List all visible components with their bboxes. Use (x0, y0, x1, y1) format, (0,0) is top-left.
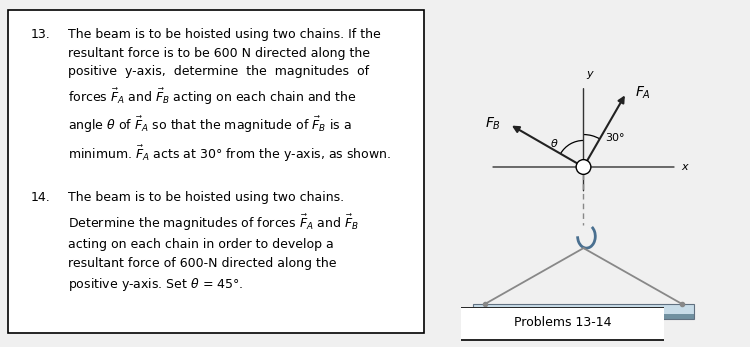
Bar (473, 304, 694, 314)
Text: The beam is to be hoisted using two chains.
Determine the magnitudes of forces $: The beam is to be hoisted using two chai… (68, 191, 359, 294)
Text: y: y (586, 68, 593, 78)
Bar (473, 304, 694, 319)
FancyBboxPatch shape (8, 10, 424, 333)
Text: 30°: 30° (605, 133, 625, 143)
Text: $F_B$: $F_B$ (484, 116, 500, 133)
Circle shape (576, 160, 591, 175)
Bar (473, 314, 694, 319)
Text: 13.: 13. (31, 28, 50, 41)
FancyBboxPatch shape (455, 307, 670, 340)
Text: $\theta$: $\theta$ (550, 137, 559, 149)
Text: Problems 13-14: Problems 13-14 (514, 316, 611, 329)
Text: $F_A$: $F_A$ (635, 85, 651, 101)
Text: The beam is to be hoisted using two chains. If the
resultant force is to be 600 : The beam is to be hoisted using two chai… (68, 28, 391, 164)
Text: x: x (681, 162, 688, 172)
Text: 14.: 14. (31, 191, 50, 204)
